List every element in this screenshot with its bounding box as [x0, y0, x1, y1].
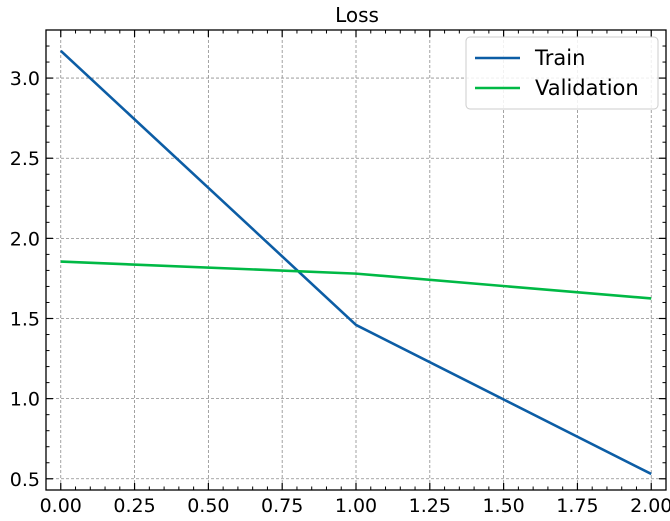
series-line-train [59, 49, 652, 476]
legend: Train Validation [465, 36, 659, 110]
x-tick-label: 0.75 [261, 495, 303, 517]
x-tick-label: 0.00 [40, 495, 82, 517]
y-tick-label: 2.0 [10, 228, 40, 250]
legend-label-validation: Validation [535, 76, 639, 100]
y-tick-label: 3.0 [10, 68, 40, 90]
x-tick-label: 1.25 [409, 495, 451, 517]
x-tick-label: 1.50 [482, 495, 524, 517]
legend-label-train: Train [534, 46, 585, 70]
y-tick-label: 1.0 [10, 389, 40, 411]
y-tick-label: 1.5 [10, 309, 40, 331]
y-tick-label: 0.5 [10, 469, 40, 491]
series-layer [59, 49, 652, 476]
chart-title: Loss [335, 3, 379, 27]
series-line-validation [60, 260, 652, 300]
x-tick-label: 2.00 [630, 495, 670, 517]
axis-ticks [46, 29, 666, 490]
x-tick-label: 0.25 [113, 495, 155, 517]
y-tick-label: 2.5 [10, 148, 40, 170]
tick-labels: 0.00 0.25 0.50 0.75 1.00 1.25 1.50 1.75 2.00 0.5 1… [10, 68, 670, 517]
x-tick-label: 1.00 [335, 495, 377, 517]
legend-box [465, 36, 659, 110]
x-tick-label: 1.75 [556, 495, 598, 517]
x-tick-label: 0.50 [187, 495, 229, 517]
